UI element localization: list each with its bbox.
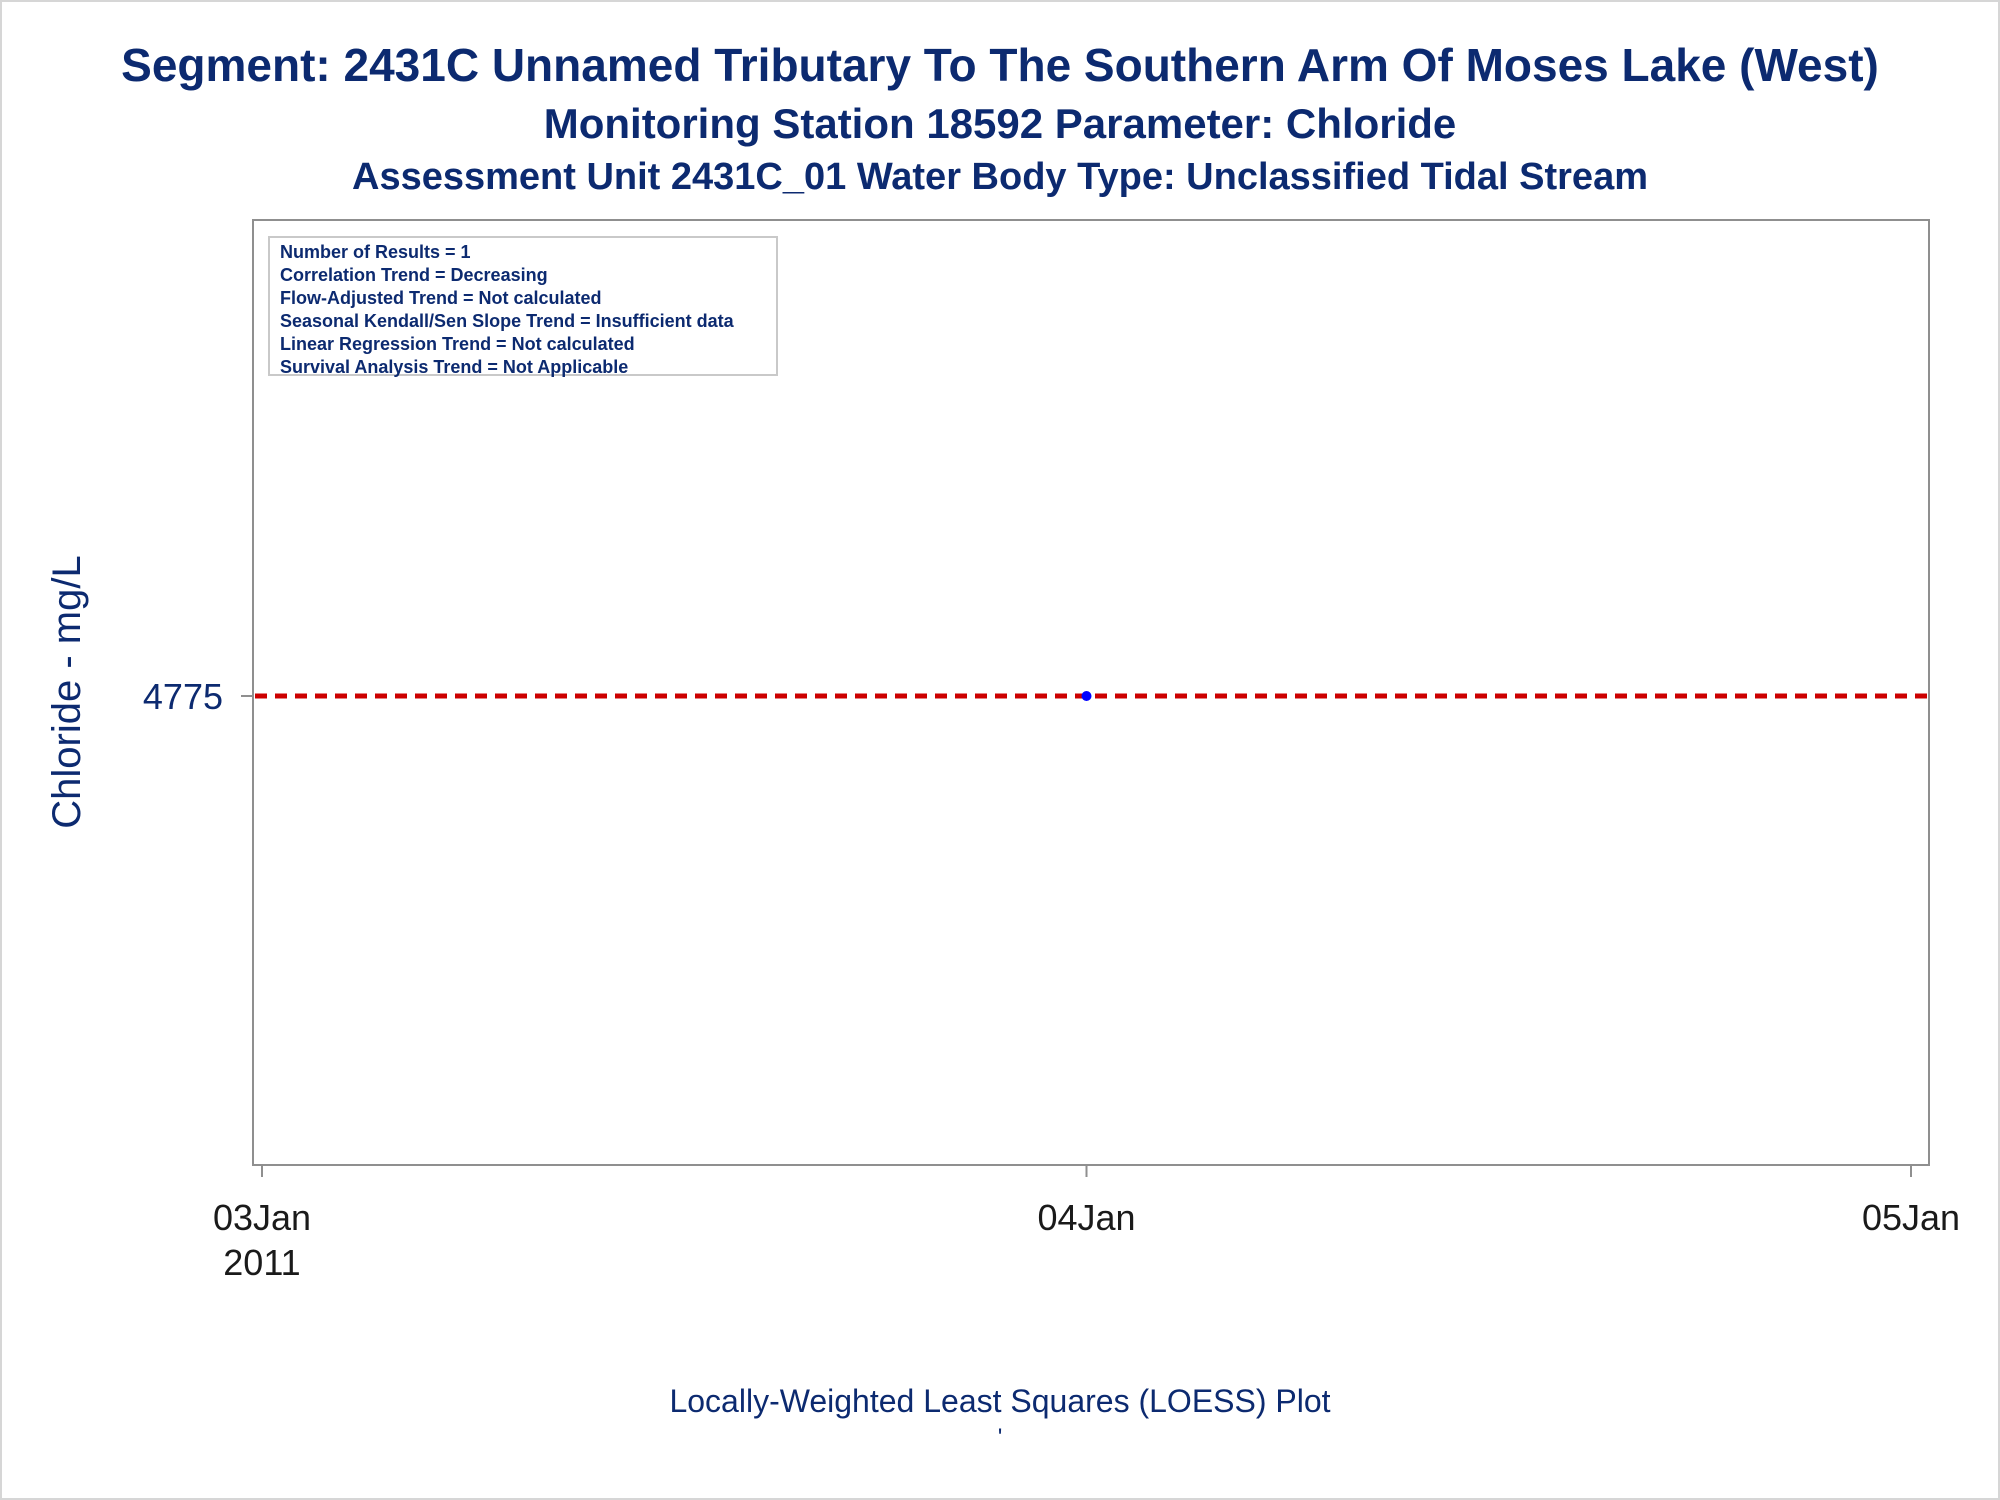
y-tick-label: 4775: [143, 676, 223, 717]
x-tick-label: 05Jan: [1862, 1197, 1960, 1238]
trend-stat-line: Seasonal Kendall/Sen Slope Trend = Insuf…: [280, 311, 734, 331]
trend-stats-box: Number of Results = 1 Correlation Trend =…: [268, 236, 778, 377]
chart-title: Segment: 2431C Unnamed Tributary To The …: [121, 39, 1879, 91]
trend-stat-line: Survival Analysis Trend = Not Applicable: [280, 357, 629, 377]
y-axis-title: Chloride - mg/L: [45, 555, 89, 828]
x-tick-label: 04Jan: [1037, 1197, 1135, 1238]
trend-stat-line: Linear Regression Trend = Not calculated: [280, 334, 635, 354]
footnote: ': [997, 1424, 1003, 1451]
x-axis-title: Locally-Weighted Least Squares (LOESS) P…: [669, 1383, 1331, 1419]
chart-subtitle-station: Monitoring Station 18592 Parameter: Chlo…: [543, 100, 1457, 147]
x-tick-sublabel: 2011: [223, 1242, 300, 1283]
plot-marks: [255, 691, 1927, 701]
trend-stat-line: Flow-Adjusted Trend = Not calculated: [280, 288, 602, 308]
data-point: [1081, 691, 1092, 701]
x-tick-label: 03Jan: [213, 1197, 311, 1238]
trend-stat-line: Correlation Trend = Decreasing: [280, 265, 548, 285]
y-axis: 4775: [143, 676, 253, 717]
trend-stat-line: Number of Results = 1: [280, 242, 471, 262]
plot-area: [252, 219, 1930, 1166]
chart-subtitle-assessment: Assessment Unit 2431C_01 Water Body Type…: [352, 156, 1648, 198]
